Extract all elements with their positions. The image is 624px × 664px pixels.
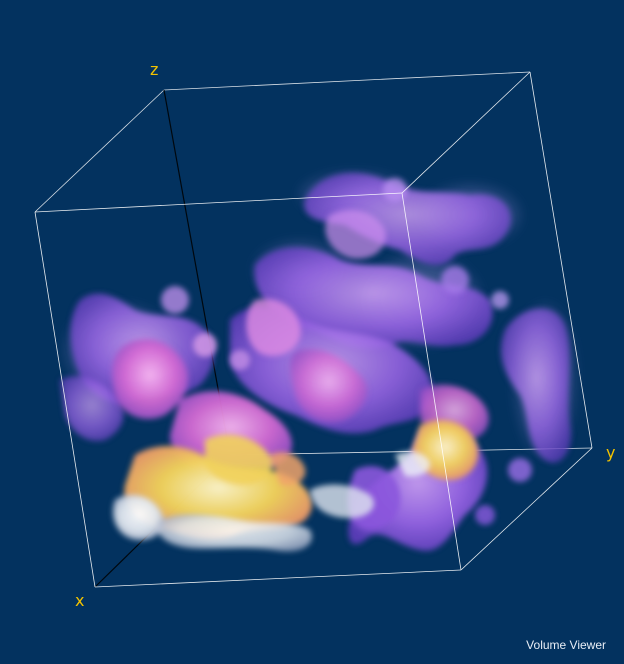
z-axis-label: z — [150, 60, 159, 79]
bounding-box-front — [34, 71, 593, 588]
y-axis-label: y — [606, 443, 616, 462]
volume-isosurface — [60, 173, 575, 552]
x-axis-label: x — [75, 591, 85, 610]
app-title: Volume Viewer — [526, 638, 606, 652]
